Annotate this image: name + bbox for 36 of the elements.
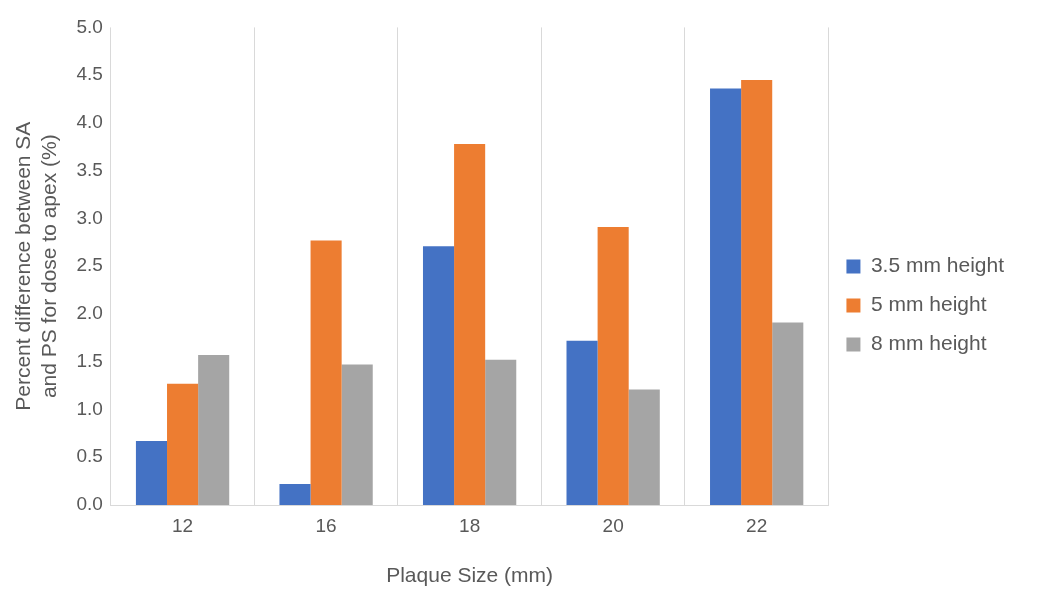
y-tick-label: 0.5 [76, 445, 103, 467]
bar [710, 88, 742, 505]
x-tick-label: 16 [315, 514, 337, 536]
bar [566, 340, 598, 505]
bar [454, 143, 486, 505]
y-axis-title: Percent difference between SA and PS for dose to apex (%) [11, 121, 60, 411]
legend-label: 8 mm height [870, 331, 987, 355]
bar [628, 389, 660, 505]
bar [741, 79, 773, 505]
y-tick-label: 4.5 [76, 63, 103, 85]
legend-label: 3.5 mm height [870, 253, 1005, 277]
y-tick-label: 5.0 [76, 15, 103, 37]
bar [135, 441, 168, 505]
bar [772, 322, 804, 505]
y-tick-label: 0.0 [76, 493, 103, 515]
x-axis-title: Plaque Size (mm) [386, 563, 554, 587]
x-tick-label: 20 [602, 514, 624, 536]
y-tick-label: 4.0 [76, 111, 103, 133]
y-tick-label: 3.5 [76, 158, 103, 180]
bar [341, 364, 373, 505]
y-tick-label: 2.5 [76, 254, 103, 276]
bar [198, 355, 230, 505]
y-tick-label: 2.0 [76, 302, 103, 324]
x-tick-label: 18 [459, 514, 481, 536]
y-tick-label: 1.0 [76, 397, 103, 419]
x-tick-label: 22 [746, 514, 768, 536]
bar [167, 383, 199, 505]
bar [597, 227, 629, 505]
bar [422, 246, 455, 505]
bar [310, 240, 342, 505]
y-tick-label: 3.0 [76, 206, 103, 228]
legend-label: 5 mm height [870, 292, 987, 316]
bar [279, 483, 311, 505]
bar [485, 359, 517, 505]
y-tick-label: 1.5 [76, 349, 103, 371]
x-tick-label: 12 [172, 514, 194, 536]
